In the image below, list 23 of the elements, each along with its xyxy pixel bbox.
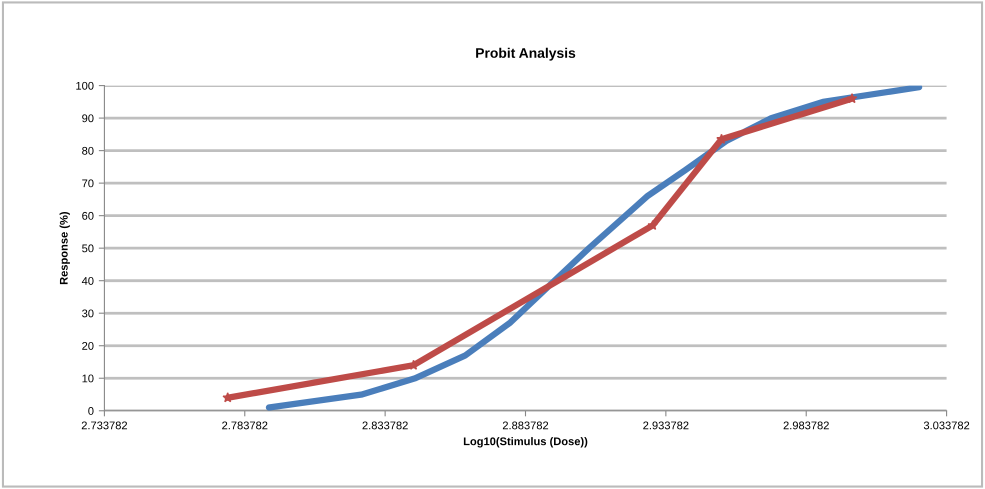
y-tick-label: 30 [82, 309, 94, 318]
x-tick-label: 2.983782 [784, 421, 829, 430]
y-tick-label: 0 [88, 407, 94, 415]
y-tick-label: 60 [82, 212, 94, 220]
x-axis-title: Log10(Stimulus (Dose)) [464, 437, 588, 448]
x-tick-label: 2.783782 [222, 421, 268, 430]
y-tick-label: 40 [82, 276, 94, 285]
y-axis-title: Response (%) [60, 212, 70, 284]
y-tick-label: 90 [82, 114, 94, 122]
y-tick-label: 10 [82, 374, 94, 382]
y-tick-label: 50 [82, 244, 94, 252]
x-tick-label: 3.033782 [924, 421, 970, 430]
y-tick-label: 80 [82, 146, 94, 155]
x-tick-label: 2.933782 [643, 421, 688, 430]
chart-title: Probit Analysis [476, 48, 576, 61]
x-tick-label: 2.883782 [502, 421, 548, 430]
y-tick-label: 20 [82, 342, 94, 350]
y-tick-label: 70 [82, 179, 94, 188]
y-tick-label: 100 [76, 82, 94, 90]
x-tick-label: 2.833782 [362, 421, 408, 430]
point [846, 93, 858, 104]
x-tick-label: 2.733782 [82, 421, 128, 430]
point [647, 220, 658, 230]
